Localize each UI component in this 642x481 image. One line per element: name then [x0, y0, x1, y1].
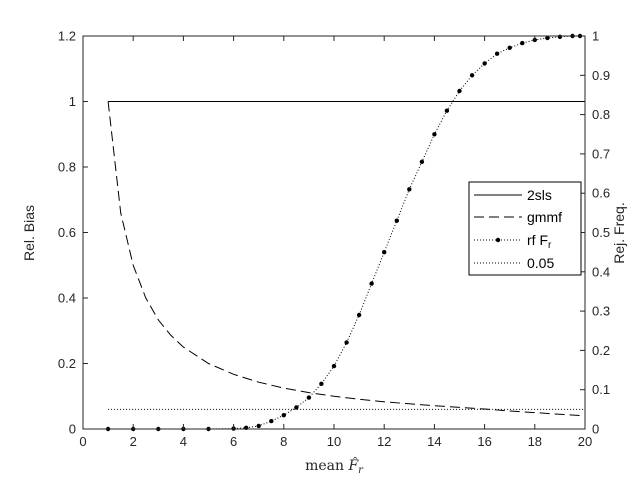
y-right-tick-label-9: 0.9 — [592, 68, 610, 83]
series-marker-2-7 — [256, 423, 261, 429]
legend-marker-rf — [495, 237, 501, 243]
x-tick-label-7: 14 — [427, 434, 441, 449]
y-right-tick-label-6: 0.6 — [592, 186, 610, 201]
series-marker-2-21 — [432, 132, 437, 137]
y-right-tick-label-2: 0.2 — [592, 343, 610, 358]
x-tick-label-10: 20 — [578, 434, 592, 449]
y-right-tick-label-8: 0.8 — [592, 107, 610, 122]
y-left-tick-label-3: 0.6 — [58, 225, 76, 240]
y-right-tick-label-1: 0.1 — [592, 382, 610, 397]
x-tick-label-3: 6 — [230, 434, 237, 449]
series-marker-2-10 — [294, 405, 299, 410]
legend-box — [468, 181, 582, 276]
series-marker-2-15 — [356, 312, 362, 318]
series-marker-2-28 — [520, 40, 525, 46]
data-layer — [105, 33, 586, 432]
series-marker-2-14 — [344, 340, 349, 345]
legend-label-rf: rf Fr — [527, 232, 552, 251]
y-left-tick-label-1: 0.2 — [58, 356, 76, 371]
y-right-tick-label-0: 0 — [592, 422, 599, 437]
legend-label-2sls: 2sls — [527, 187, 552, 203]
series-marker-2-17 — [382, 250, 387, 255]
series-marker-2-12 — [319, 381, 324, 386]
x-tick-label-0: 0 — [79, 434, 86, 449]
series-marker-2-13 — [331, 363, 337, 369]
y-left-tick-label-0: 0 — [69, 422, 76, 437]
x-axis-title-subscript: r — [358, 465, 364, 476]
y-left-tick-label-6: 1.2 — [58, 29, 76, 44]
x-axis-title-symbol: F̂ — [347, 456, 359, 474]
series-marker-2-26 — [494, 51, 500, 56]
series-marker-2-22 — [444, 108, 450, 113]
series-marker-2-11 — [306, 395, 312, 400]
legend: 2sls gmmf rf Fr 0.05 — [468, 181, 582, 276]
series-marker-2-9 — [281, 413, 286, 418]
series-marker-2-8 — [269, 418, 274, 424]
x-axis-title-text: mean — [305, 458, 348, 474]
series-marker-2-30 — [545, 35, 550, 41]
x-tick-label-8: 16 — [477, 434, 491, 449]
series-marker-2-23 — [457, 88, 462, 94]
legend-label-005: 0.05 — [527, 255, 554, 271]
legend-label-rf-subscript: r — [548, 240, 552, 251]
series-marker-2-24 — [469, 73, 475, 78]
series-marker-2-16 — [369, 281, 374, 286]
x-tick-label-6: 12 — [377, 434, 391, 449]
x-tick-label-2: 4 — [180, 434, 187, 449]
y-left-tick-label-2: 0.4 — [58, 291, 76, 306]
series-marker-2-27 — [507, 45, 512, 50]
series-marker-2-25 — [482, 61, 487, 66]
y-left-tick-label-4: 0.8 — [58, 160, 76, 175]
y-right-tick-label-4: 0.4 — [592, 264, 610, 279]
series-marker-2-18 — [394, 218, 399, 223]
x-tick-label-9: 18 — [528, 434, 542, 449]
y-axis-left-title: Rel. Bias — [21, 205, 37, 261]
x-tick-label-5: 10 — [327, 434, 341, 449]
x-tick-label-4: 8 — [280, 434, 287, 449]
axes-layer: 0 2 4 6 8 10 12 14 16 18 2000.20.40.60.811.200.10.… — [58, 29, 610, 450]
y-left-tick-label-5: 1 — [69, 94, 76, 109]
x-axis-title: mean F̂r — [305, 456, 364, 476]
series-marker-2-31 — [557, 34, 563, 39]
series-line-1 — [107, 101, 586, 417]
x-tick-label-1: 2 — [130, 434, 137, 449]
series-marker-2-20 — [419, 159, 425, 164]
series-marker-2-19 — [407, 187, 412, 192]
y-right-tick-label-3: 0.3 — [592, 304, 610, 319]
y-axis-right-title: Rej. Freq. — [611, 202, 627, 263]
y-right-tick-label-10: 1 — [592, 29, 599, 44]
legend-label-gmmf: gmmf — [527, 209, 562, 225]
y-right-tick-label-5: 0.5 — [592, 225, 610, 240]
y-right-tick-label-7: 0.7 — [592, 146, 610, 161]
